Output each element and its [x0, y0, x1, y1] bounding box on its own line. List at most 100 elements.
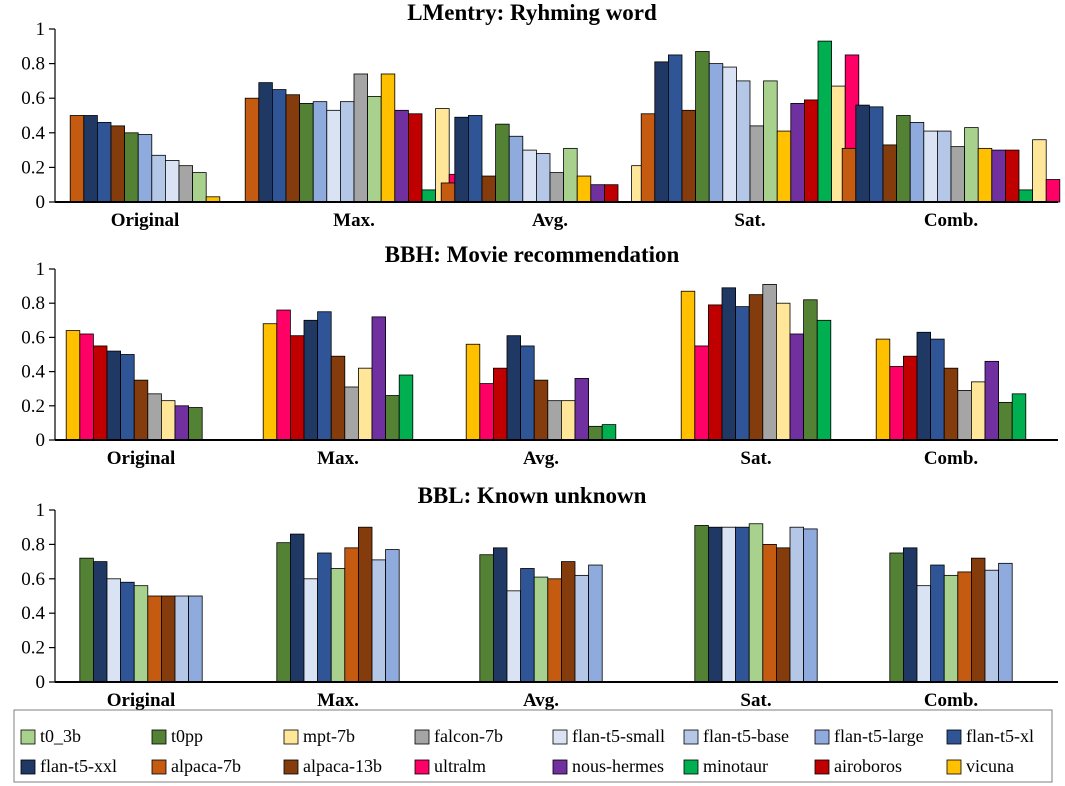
bar-comb-flan-t5-xxl — [916, 331, 932, 441]
y-tick-label: 0 — [36, 430, 46, 451]
legend-swatch-minotaur — [683, 759, 699, 775]
legend-frame — [13, 709, 1053, 783]
y-tick-label: 0.2 — [21, 157, 45, 178]
y-tick-label: 0.4 — [21, 362, 45, 383]
bar-comb-falcon-7b — [950, 146, 966, 203]
bar-comb-flan-t5-xxl — [855, 104, 870, 203]
bar-sat-flan-t5-xl — [735, 306, 750, 441]
bar-avg-t0_3b — [533, 576, 549, 683]
bar-sat-minotaur — [817, 40, 833, 203]
y-tick-label: 1 — [36, 259, 46, 280]
bar-original-t0pp — [188, 407, 203, 441]
bar-comb-flan-t5-base — [984, 569, 1000, 683]
bar-max-alpaca-13b — [330, 355, 346, 441]
legend-swatch-flan-t5-small — [552, 729, 568, 745]
bar-sat-ultralm — [694, 345, 709, 441]
bar-sat-flan-t5-small — [722, 66, 737, 203]
bar-comb-t0pp — [896, 115, 911, 203]
bar-sat-alpaca-7b — [640, 113, 656, 203]
legend-swatch-flan-t5-xxl — [20, 759, 36, 775]
chart-title: BBL: Known unknown — [418, 483, 647, 508]
bar-original-flan-t5-xl — [120, 354, 135, 441]
bar-max-alpaca-7b — [244, 97, 260, 203]
bar-comb-falcon-7b — [957, 390, 972, 441]
bar-max-flan-t5-large — [312, 101, 328, 203]
bar-comb-flan-t5-xxl — [903, 547, 918, 683]
bar-max-vicuna — [262, 323, 278, 441]
bar-comb-alpaca-13b — [943, 367, 959, 441]
legend-swatch-alpaca-7b — [151, 759, 167, 775]
bar-comb-airoboros — [1005, 149, 1020, 203]
bar-avg-alpaca-7b — [440, 182, 456, 203]
bar-sat-flan-t5-large — [803, 528, 818, 683]
bar-comb-alpaca-7b — [841, 147, 857, 203]
bar-max-flan-t5-small — [326, 109, 341, 203]
y-tick-label: 1 — [36, 19, 46, 40]
y-tick-label: 0.2 — [21, 396, 45, 417]
legend-label-nous-hermes: nous-hermes — [572, 756, 664, 776]
bar-max-alpaca-7b — [344, 547, 359, 683]
bar-avg-alpaca-7b — [547, 578, 562, 683]
bar-avg-mpt-7b — [561, 400, 576, 441]
bar-avg-airoboros — [492, 367, 508, 441]
bar-sat-flan-t5-xl — [735, 526, 750, 683]
legend-label-flan-t5-large: flan-t5-large — [834, 726, 924, 746]
x-category-avg: Avg. — [523, 690, 559, 711]
bar-original-flan-t5-small — [164, 160, 180, 203]
bar-sat-vicuna — [776, 130, 792, 203]
bar-sat-alpaca-7b — [762, 544, 777, 683]
legend-swatch-falcon-7b — [414, 729, 430, 745]
x-category-max: Max. — [333, 210, 375, 231]
bar-comb-ultralm — [889, 366, 904, 441]
bar-comb-alpaca-13b — [971, 557, 986, 683]
bar-sat-vicuna — [680, 290, 696, 441]
bar-comb-mpt-7b — [971, 381, 986, 441]
legend-label-flan-t5-small: flan-t5-small — [572, 726, 665, 746]
x-category-max: Max. — [317, 448, 359, 469]
bar-original-t0pp — [79, 557, 94, 683]
bar-avg-flan-t5-xl — [520, 568, 535, 683]
bar-comb-nous-hermes — [991, 149, 1006, 203]
bar-avg-flan-t5-large — [508, 135, 524, 203]
bar-max-flan-t5-xl — [317, 552, 332, 683]
bar-original-flan-t5-base — [151, 154, 166, 203]
legend-swatch-flan-t5-base — [683, 729, 699, 745]
x-category-comb: Comb. — [924, 448, 978, 469]
bar-comb-flan-t5-xl — [930, 564, 945, 683]
bar-comb-alpaca-7b — [957, 571, 972, 683]
legend-swatch-mpt-7b — [283, 729, 299, 745]
bar-avg-alpaca-13b — [481, 175, 497, 203]
bar-sat-flan-t5-large — [708, 63, 724, 203]
bar-comb-flan-t5-base — [937, 130, 952, 203]
bar-max-airoboros — [407, 113, 423, 203]
bar-avg-minotaur — [601, 424, 617, 441]
bar-avg-flan-t5-small — [506, 590, 522, 683]
legend-label-flan-t5-base: flan-t5-base — [703, 726, 789, 746]
legend-swatch-t0pp — [151, 729, 167, 745]
y-tick-label: 0 — [36, 672, 46, 693]
bar-comb-airoboros — [903, 355, 918, 441]
x-category-avg: Avg. — [532, 210, 568, 231]
bar-original-flan-t5-small — [106, 578, 122, 683]
bar-original-t0_3b — [192, 172, 207, 203]
bar-max-ultralm — [276, 309, 291, 441]
bar-original-mpt-7b — [160, 400, 176, 441]
bar-original-alpaca-13b — [160, 595, 176, 683]
bar-sat-flan-t5-base — [736, 80, 751, 203]
bar-comb-t0pp — [998, 401, 1013, 441]
chart-title: BBH: Movie recommendation — [385, 242, 680, 267]
legend-label-falcon-7b: falcon-7b — [434, 726, 503, 746]
bar-comb-flan-t5-xl — [930, 338, 945, 441]
y-tick-label: 0.6 — [21, 88, 45, 109]
bar-max-flan-t5-large — [385, 549, 400, 683]
chart-lmentry-rhyming-word: LMentry: Ryhming word 0 0.2 0.4 0.6 0.8 1 Orig… — [21, 0, 1061, 231]
legend: t0_3b t0pp mpt-7b falcon-7b flan-t5-small fla… — [13, 709, 1053, 783]
bar-original-falcon-7b — [178, 165, 194, 203]
bar-max-flan-t5-xxl — [289, 533, 305, 683]
bar-original-vicuna — [65, 330, 81, 441]
x-category-sat: Sat. — [740, 448, 771, 469]
bar-max-mpt-7b — [357, 367, 373, 441]
bar-comb-t0_3b — [964, 127, 979, 203]
bar-max-flan-t5-xl — [317, 311, 332, 441]
bar-sat-t0pp — [694, 525, 709, 683]
